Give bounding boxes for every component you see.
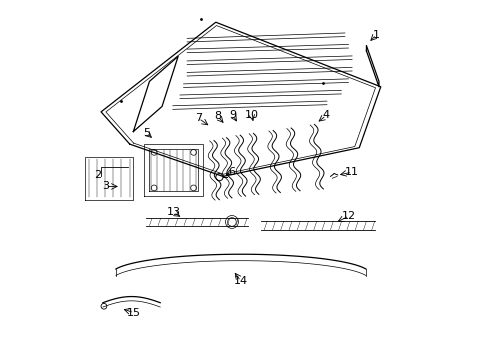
Text: 13: 13 <box>166 207 180 217</box>
Text: 11: 11 <box>345 167 358 177</box>
Text: 3: 3 <box>102 181 109 192</box>
Text: 4: 4 <box>322 111 329 121</box>
Text: 1: 1 <box>372 30 379 40</box>
Text: 14: 14 <box>233 276 247 286</box>
Text: 8: 8 <box>214 111 221 121</box>
Text: 7: 7 <box>195 113 202 123</box>
Text: 5: 5 <box>143 129 150 138</box>
Text: 15: 15 <box>127 308 141 318</box>
Text: 2: 2 <box>95 170 102 180</box>
Text: 12: 12 <box>342 211 356 221</box>
Text: 10: 10 <box>244 110 258 120</box>
Text: 6: 6 <box>227 167 235 177</box>
Text: 9: 9 <box>229 111 236 121</box>
